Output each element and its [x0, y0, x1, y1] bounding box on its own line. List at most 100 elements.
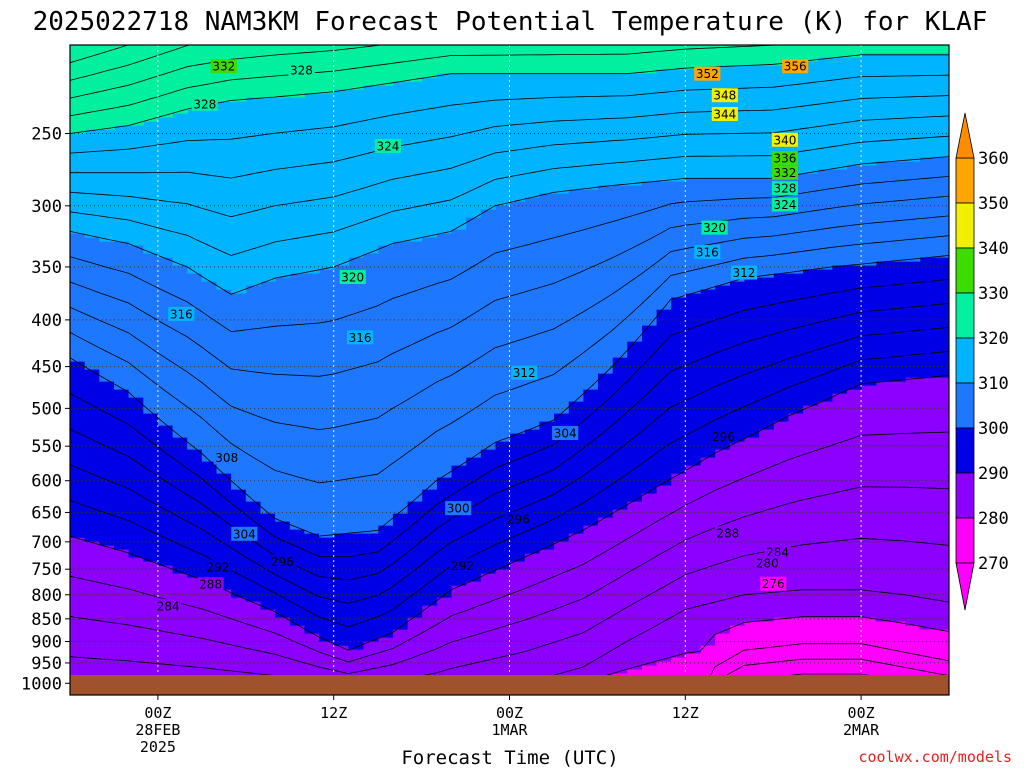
- y-tick-label: 700: [31, 533, 62, 553]
- contour-label-text: 320: [703, 221, 726, 235]
- contour-label-bg: [782, 59, 809, 74]
- field-band-280: [70, 377, 949, 695]
- colorbar-swatch-350: [955, 157, 975, 204]
- field-band-290: [70, 257, 949, 650]
- y-tick-label: 850: [31, 610, 62, 630]
- contour-label-bg: [771, 181, 799, 196]
- colorbar-swatch-340: [955, 202, 975, 249]
- y-tick-label: 400: [31, 311, 62, 331]
- contour-label-320: 320: [701, 220, 728, 235]
- contour-label-332: 332: [771, 165, 799, 180]
- contour-label-text: 356: [784, 60, 807, 74]
- contour-label-text: 288: [199, 578, 222, 592]
- contour-label-text: 308: [215, 451, 238, 465]
- colorbar-swatch-290: [955, 427, 975, 474]
- contour-label-308: 308: [213, 450, 240, 465]
- contour-label-284: 284: [155, 599, 182, 614]
- contour-label-text: 292: [451, 559, 474, 573]
- pressure-axis: 2503003504004505005506006507007508008509…: [21, 124, 70, 694]
- contour-310: [70, 156, 949, 295]
- contour-label-bg: [701, 220, 728, 235]
- contour-label-text: 284: [157, 600, 180, 614]
- colorbar-top-arrow: [955, 112, 975, 159]
- x-axis-label: Forecast Time (UTC): [401, 747, 618, 768]
- contour-300: [70, 255, 949, 537]
- contour-label-bg: [764, 544, 791, 559]
- contour-286: [70, 486, 949, 675]
- contour-label-bg: [771, 132, 799, 147]
- colorbar-label: 360: [978, 149, 1009, 169]
- contour-label-text: 300: [447, 502, 470, 516]
- contour-label-text: 316: [349, 331, 372, 345]
- colorbar-label: 270: [978, 554, 1009, 574]
- contour-label-text: 288: [716, 527, 739, 541]
- x-tick-label: 28FEB: [135, 721, 180, 739]
- contour-label-bg: [445, 501, 472, 516]
- contour-label-text: 324: [773, 198, 796, 212]
- contour-label-296: 296: [710, 429, 737, 444]
- colorbar-swatch-310: [955, 337, 975, 384]
- contour-label-text: 324: [376, 139, 399, 153]
- contour-label-bg: [346, 330, 374, 345]
- contour-label-bg: [288, 62, 315, 77]
- contour-label-324: 324: [374, 138, 402, 153]
- contour-276: [707, 658, 949, 695]
- contour-296: [70, 303, 949, 581]
- contour-label-352: 352: [694, 66, 721, 81]
- contour-label-text: 328: [773, 182, 796, 196]
- colorbar-label: 330: [978, 284, 1009, 304]
- colorbar-bottom-arrow: [955, 562, 975, 611]
- contour-label-324: 324: [771, 197, 799, 212]
- contour-label-280: 280: [754, 555, 781, 570]
- x-tick-label: 2MAR: [843, 721, 880, 739]
- contour-label-text: 328: [193, 97, 216, 111]
- contour-label-text: 340: [773, 133, 796, 147]
- contour-label-text: 296: [712, 430, 735, 444]
- contour-label-bg: [754, 555, 781, 570]
- contour-label-text: 316: [170, 307, 193, 321]
- contour-label-text: 276: [762, 577, 785, 591]
- y-tick-label: 750: [31, 560, 62, 580]
- contour-label-bg: [771, 151, 799, 166]
- contour-label-bg: [711, 88, 738, 103]
- contour-label-text: 332: [212, 60, 235, 74]
- contour-308: [70, 176, 949, 333]
- contour-label-bg: [449, 558, 476, 573]
- y-tick-label: 900: [31, 632, 62, 652]
- contour-label-292: 292: [449, 558, 476, 573]
- contour-label-bg: [771, 165, 799, 180]
- x-tick-label: 12Z: [672, 704, 699, 722]
- y-tick-label: 500: [31, 399, 62, 419]
- contour-label-304: 304: [552, 425, 579, 440]
- colorbar-label: 290: [978, 464, 1009, 484]
- x-tick-label: 2025: [140, 738, 176, 756]
- colorbar-swatch-330: [955, 247, 975, 294]
- contour-274: [715, 673, 949, 695]
- y-tick-label: 250: [31, 124, 62, 144]
- contour-label-bg: [694, 66, 721, 81]
- contour-298: [70, 279, 949, 557]
- contour-label-text: 352: [696, 67, 719, 81]
- x-tick-label: 1MAR: [491, 721, 528, 739]
- contour-label-bg: [197, 577, 224, 592]
- contour-label-bg: [760, 576, 787, 591]
- colorbar-label: 300: [978, 419, 1009, 439]
- contour-label-text: 304: [554, 426, 577, 440]
- contour-label-328: 328: [288, 62, 315, 77]
- x-tick-label: 00Z: [848, 704, 875, 722]
- contour-278: [700, 643, 949, 695]
- contour-label-328: 328: [771, 181, 799, 196]
- contour-318: [70, 74, 949, 154]
- contour-label-344: 344: [711, 106, 738, 121]
- contour-label-bg: [168, 306, 195, 321]
- contour-304: [70, 215, 949, 431]
- contour-label-316: 316: [346, 330, 374, 345]
- field-band-300: [70, 157, 949, 538]
- contour-label-292: 292: [204, 560, 232, 575]
- contour-label-340: 340: [771, 132, 799, 147]
- contour-344: [70, 3, 949, 5]
- contour-label-bg: [711, 106, 738, 121]
- contour-label-bg: [694, 244, 721, 259]
